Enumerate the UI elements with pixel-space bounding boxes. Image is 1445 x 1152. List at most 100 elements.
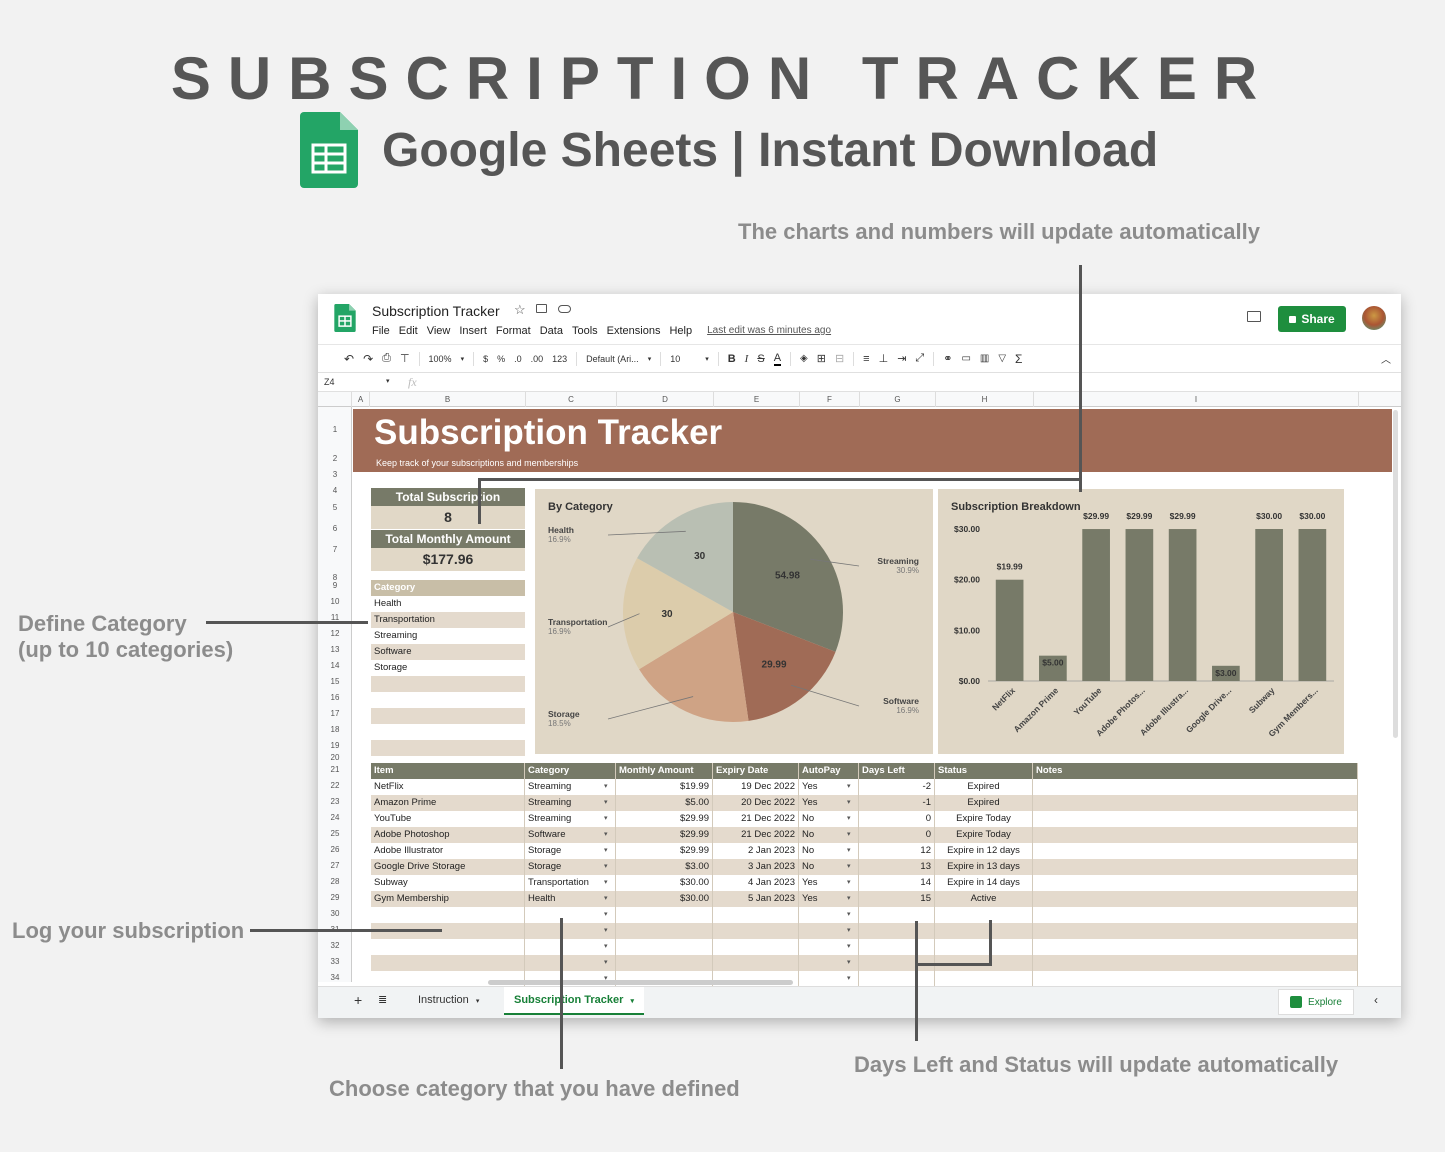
cell-autopay[interactable] (799, 923, 859, 939)
cell-status[interactable]: Expire in 12 days (935, 843, 1033, 859)
row-header[interactable]: 14 (330, 661, 340, 670)
all-sheets-icon[interactable]: ≣ (378, 994, 388, 1006)
row-header[interactable]: 17 (330, 709, 340, 718)
dropdown-arrow-icon[interactable]: ▾ (847, 815, 851, 822)
collapse-toolbar-icon[interactable]: ︿ (1381, 355, 1391, 366)
row-header[interactable]: 24 (330, 813, 340, 822)
corner-cell[interactable] (318, 392, 352, 407)
dropdown-arrow-icon[interactable]: ▾ (847, 895, 851, 902)
menu-extensions[interactable]: Extensions (606, 325, 661, 337)
redo-icon[interactable]: ↷ (363, 351, 374, 366)
tab-subscription-tracker[interactable]: Subscription Tracker ▾ (504, 987, 645, 1015)
cell-category[interactable] (525, 939, 616, 955)
cell-item[interactable]: Subway (371, 875, 525, 891)
font-size-select[interactable]: 10 (670, 353, 681, 364)
strikethrough-button[interactable]: S (757, 352, 765, 365)
cell-category[interactable]: Streaming (525, 779, 616, 795)
cell-days-left[interactable] (859, 971, 935, 987)
cell-days-left[interactable]: 0 (859, 811, 935, 827)
cell-notes[interactable] (1033, 859, 1358, 875)
more-formats-button[interactable]: 123 (552, 353, 568, 364)
cell-item[interactable] (371, 955, 525, 971)
cell-days-left[interactable]: 13 (859, 859, 935, 875)
cell-monthly-amount[interactable]: $29.99 (616, 843, 713, 859)
text-rotation-icon[interactable]: ⤢ (915, 352, 925, 364)
category-cell[interactable] (371, 676, 525, 692)
bar-chart[interactable]: Subscription Breakdown $0.00 $10.00 $20.00… (938, 489, 1344, 754)
cell-status[interactable] (935, 923, 1033, 939)
row-header[interactable]: 5 (332, 503, 338, 512)
text-color-button[interactable]: A (773, 351, 782, 366)
link-icon[interactable]: ⚭ (943, 353, 953, 365)
row-header[interactable]: 32 (330, 941, 340, 950)
cell-days-left[interactable]: 0 (859, 827, 935, 843)
dropdown-arrow-icon[interactable]: ▾ (847, 943, 851, 950)
doc-title[interactable]: Subscription Tracker (372, 303, 500, 319)
row-header[interactable]: 27 (330, 861, 340, 870)
cell-monthly-amount[interactable]: $29.99 (616, 827, 713, 843)
row-header[interactable]: 4 (332, 486, 338, 495)
row-header[interactable]: 11 (330, 613, 340, 622)
cell-monthly-amount[interactable]: $29.99 (616, 811, 713, 827)
dropdown-arrow-icon[interactable]: ▾ (847, 959, 851, 966)
cell-status[interactable]: Expire Today (935, 811, 1033, 827)
cell-days-left[interactable]: 12 (859, 843, 935, 859)
cell-autopay[interactable]: No (799, 811, 859, 827)
cell-expiry-date[interactable] (713, 923, 799, 939)
row-header[interactable]: 28 (330, 877, 340, 886)
cell-category[interactable]: Storage (525, 859, 616, 875)
cell-autopay[interactable] (799, 939, 859, 955)
dropdown-arrow-icon[interactable]: ▾ (604, 847, 608, 854)
total-subscription-value[interactable]: 8 (371, 506, 525, 529)
cell-item[interactable]: YouTube (371, 811, 525, 827)
cell-monthly-amount[interactable]: $5.00 (616, 795, 713, 811)
cell-notes[interactable] (1033, 907, 1358, 923)
row-header[interactable]: 8 (332, 573, 338, 582)
row-header[interactable]: 16 (330, 693, 340, 702)
cell-status[interactable] (935, 907, 1033, 923)
cell-monthly-amount[interactable]: $19.99 (616, 779, 713, 795)
column-header[interactable]: F (800, 392, 860, 407)
horizontal-scrollbar[interactable] (488, 980, 793, 985)
tab-instruction[interactable]: Instruction ▾ (408, 987, 489, 1015)
cell-notes[interactable] (1033, 923, 1358, 939)
vertical-align-icon[interactable]: ⊥ (878, 353, 889, 365)
cell-status[interactable]: Expired (935, 779, 1033, 795)
row-header[interactable]: 21 (330, 765, 340, 774)
cell-item[interactable]: Adobe Illustrator (371, 843, 525, 859)
merge-cells-icon[interactable]: ⊟ (834, 353, 845, 365)
cell-autopay[interactable]: Yes (799, 795, 859, 811)
row-header[interactable]: 33 (330, 957, 340, 966)
dropdown-arrow-icon[interactable]: ▾ (604, 815, 608, 822)
dropdown-arrow-icon[interactable]: ▾ (847, 975, 851, 982)
cell-expiry-date[interactable]: 20 Dec 2022 (713, 795, 799, 811)
cell-status[interactable]: Expired (935, 795, 1033, 811)
cell-days-left[interactable]: 15 (859, 891, 935, 907)
menu-help[interactable]: Help (669, 325, 693, 337)
avatar[interactable] (1362, 306, 1386, 330)
fill-color-icon[interactable]: ◈ (800, 353, 808, 364)
cell-expiry-date[interactable]: 19 Dec 2022 (713, 779, 799, 795)
row-header[interactable]: 26 (330, 845, 340, 854)
cell-category[interactable] (525, 907, 616, 923)
cell-category[interactable]: Health (525, 891, 616, 907)
cell-status[interactable]: Expire Today (935, 827, 1033, 843)
category-cell[interactable]: Transportation (371, 612, 525, 628)
functions-button[interactable]: Σ (1015, 351, 1023, 366)
menu-edit[interactable]: Edit (398, 325, 418, 337)
cell-monthly-amount[interactable] (616, 939, 713, 955)
dropdown-arrow-icon[interactable]: ▾ (604, 975, 608, 982)
dropdown-arrow-icon[interactable]: ▾ (604, 943, 608, 950)
row-header[interactable]: 22 (330, 781, 340, 790)
menu-insert[interactable]: Insert (459, 325, 487, 337)
cell-days-left[interactable]: 14 (859, 875, 935, 891)
cloud-status-icon[interactable] (558, 305, 571, 313)
dropdown-arrow-icon[interactable]: ▾ (604, 783, 608, 790)
cell-status[interactable] (935, 955, 1033, 971)
cell-notes[interactable] (1033, 971, 1358, 987)
row-header[interactable]: 12 (330, 629, 340, 638)
zoom-select[interactable]: 100% (428, 353, 452, 364)
comments-icon[interactable] (1247, 311, 1261, 322)
row-header[interactable]: 23 (330, 797, 340, 806)
cell-monthly-amount[interactable] (616, 923, 713, 939)
